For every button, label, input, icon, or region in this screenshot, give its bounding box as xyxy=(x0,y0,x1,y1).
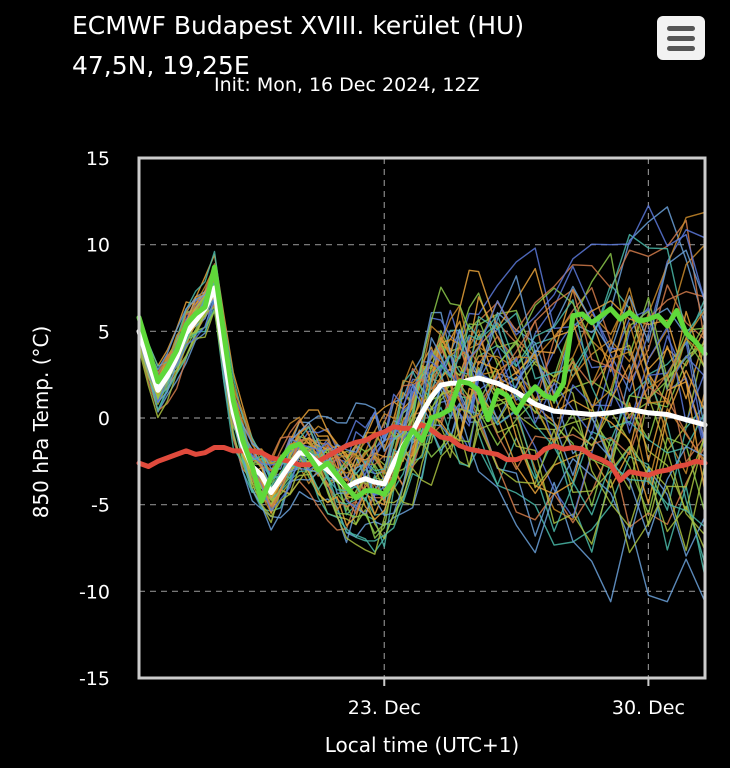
y-tick-label: 10 xyxy=(86,235,110,257)
ensemble-members xyxy=(138,204,706,603)
hamburger-menu-icon-bar xyxy=(667,46,695,51)
hamburger-menu-icon xyxy=(667,26,695,31)
main-series xyxy=(136,264,708,504)
grid xyxy=(139,158,705,678)
y-tick-label: -5 xyxy=(91,495,110,517)
y-tick-label: 15 xyxy=(86,148,110,170)
x-tick-label: 30. Dec xyxy=(612,697,685,719)
init-time: Init: Mon, 16 Dec 2024, 12Z xyxy=(214,74,480,96)
y-tick-label: -15 xyxy=(79,668,110,690)
y-axis-label: 850 hPa Temp. (°C) xyxy=(29,326,53,519)
y-tick-label: 5 xyxy=(98,321,110,343)
title-coordinates: 47,5N, 19,25E xyxy=(72,51,250,80)
ensemble-member-line xyxy=(138,306,706,555)
plot-frame xyxy=(137,156,707,680)
axis-ticks: 15 10 5 0 -5 -10 -15 23. Dec 30. Dec xyxy=(79,148,685,719)
title-location: ECMWF Budapest XVIII. kerület (HU) xyxy=(72,11,525,40)
control-run-line xyxy=(136,264,708,504)
x-tick-label: 23. Dec xyxy=(348,697,421,719)
hamburger-menu-icon-bar xyxy=(667,36,695,41)
y-tick-label: -10 xyxy=(79,581,110,603)
ensemble-member-line xyxy=(138,233,706,481)
hamburger-menu-button[interactable] xyxy=(657,16,705,60)
page-title: ECMWF Budapest XVIII. kerület (HU) 47,5N… xyxy=(72,6,524,86)
ensemble-mean-line xyxy=(136,285,708,495)
y-tick-label: 0 xyxy=(98,408,110,430)
climate-reference-line xyxy=(136,422,708,483)
x-axis-label: Local time (UTC+1) xyxy=(325,733,519,757)
